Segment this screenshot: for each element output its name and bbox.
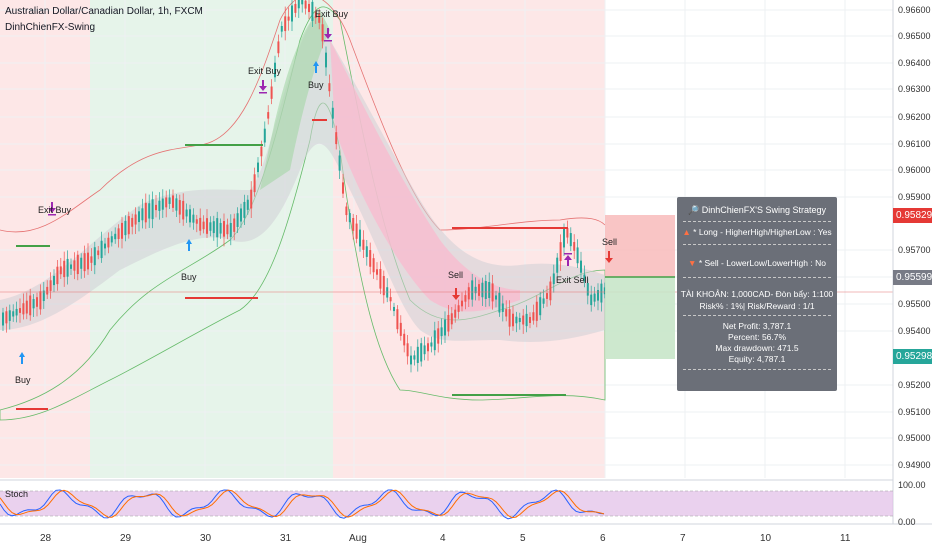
- price-tick-label: 0.96300: [898, 84, 931, 94]
- strategy-panel: 🔎 DinhChienFX'S Swing Strategy ▲ * Long …: [677, 197, 837, 391]
- price-tick-label: 0.96400: [898, 58, 931, 68]
- time-tick-label: 11: [840, 533, 851, 544]
- buy-label: Buy: [15, 375, 31, 385]
- symbol-title: Australian Dollar/Canadian Dollar, 1h, F…: [5, 6, 203, 17]
- panel-risk-line: Risk% : 1%| Risk/Reward : 1/1: [699, 301, 815, 311]
- exit-buy-label: Exit Buy: [38, 205, 72, 215]
- buy-label: Buy: [181, 272, 197, 282]
- buy-label: Buy: [308, 80, 324, 90]
- panel-title: DinhChienFX'S Swing Strategy: [701, 205, 826, 215]
- candles: [2, 0, 606, 373]
- sell-label: Sell: [602, 237, 618, 247]
- panel-sell-line: ▼ * Sell - LowerLow/LowerHigh : No: [688, 258, 826, 268]
- time-tick-label: 5: [520, 533, 526, 544]
- time-tick-label: 7: [680, 533, 686, 544]
- exit-marker-icon: [48, 28, 572, 266]
- time-tick-label: 28: [40, 533, 52, 544]
- price-tick-label: 0.96100: [898, 139, 931, 149]
- price-tick-label: 0.94900: [898, 460, 931, 470]
- price-tick-label: 0.95400: [898, 326, 931, 336]
- arrow-up-icon: [19, 61, 319, 364]
- price-tag-lower: 0.95298: [893, 349, 932, 364]
- panel-long-line: ▲ * Long - HigherHigh/HigherLow : Yes: [682, 227, 832, 237]
- sell-label: Sell: [448, 270, 464, 280]
- panel-max-drawdown: Max drawdown: 471.5: [715, 343, 799, 353]
- exit-buy-label: Exit Buy: [248, 66, 282, 76]
- price-tick-label: 0.96500: [898, 31, 931, 41]
- price-tick-label: 0.96000: [898, 165, 931, 175]
- indicator-title: DinhChienFX-Swing: [5, 22, 96, 33]
- stop-zone: [605, 215, 675, 277]
- price-tick-label: 0.95900: [898, 192, 931, 202]
- price-tick-label: 0.95500: [898, 299, 931, 309]
- time-tick-label: Aug: [349, 533, 367, 544]
- price-tick-label: 0.95200: [898, 380, 931, 390]
- stoch-axis-bottom: 0.00: [898, 517, 916, 527]
- time-tick-label: 6: [600, 533, 606, 544]
- price-tick-label: 0.95700: [898, 245, 931, 255]
- target-zone: [605, 277, 675, 359]
- magnifier-icon: 🔎: [687, 205, 700, 215]
- time-tick-label: 30: [200, 533, 212, 544]
- exit-buy-label: Exit Buy: [315, 9, 349, 19]
- bear-cloud: [330, 40, 520, 312]
- time-tick-label: 4: [440, 533, 446, 544]
- exit-sell-label: Exit Sell: [556, 275, 589, 285]
- price-tag-current: 0.95599: [893, 270, 932, 285]
- upper-band: [0, 0, 606, 233]
- panel-account-line: TÀI KHOẢN: 1,000CAD- Đòn bẩy: 1:100: [680, 289, 834, 299]
- bull-cloud: [260, 10, 330, 190]
- time-tick-label: 29: [120, 533, 132, 544]
- panel-percent: Percent: 56.7%: [727, 332, 787, 342]
- stoch-d-line: [0, 489, 605, 519]
- panel-net-profit: Net Profit: 3,787.1: [722, 321, 792, 331]
- time-tick-label: 10: [760, 533, 772, 544]
- triangle-up-icon: ▲: [682, 227, 691, 237]
- price-tick-label: 0.96200: [898, 112, 931, 122]
- arrow-down-icon: [452, 251, 613, 300]
- price-tick-label: 0.95100: [898, 407, 931, 417]
- time-tick-label: 31: [280, 533, 292, 544]
- price-tag-upper: 0.95829: [893, 208, 932, 223]
- stoch-label: Stoch: [5, 489, 29, 499]
- price-tick-label: 0.96600: [898, 5, 931, 15]
- stoch-axis-top: 100.00: [898, 480, 926, 490]
- price-tick-label: 0.95000: [898, 433, 931, 443]
- panel-equity: Equity: 4,787.1: [728, 354, 786, 364]
- triangle-down-icon: ▼: [688, 258, 697, 268]
